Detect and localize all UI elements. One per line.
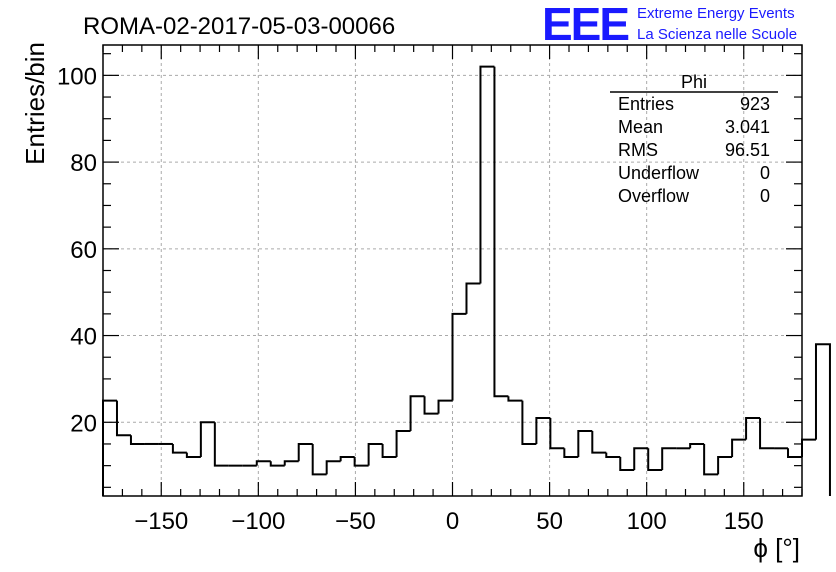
x-axis-title: ϕ [°]: [753, 533, 800, 563]
stats-row-value: 0: [760, 163, 770, 183]
histogram-bin: [801, 438, 816, 457]
histogram-bin: [213, 422, 229, 467]
histogram-bin: [787, 448, 802, 458]
histogram-bin: [619, 456, 635, 471]
histogram-bin: [647, 448, 663, 471]
histogram-bin: [633, 447, 649, 470]
eee-logo-text: EEE: [542, 0, 628, 50]
histogram-bin: [283, 460, 299, 466]
stats-row-label: Overflow: [618, 186, 690, 206]
y-tick-label: 40: [70, 324, 97, 351]
histogram-bin: [381, 443, 397, 458]
stats-row-label: Underflow: [618, 163, 700, 183]
histogram-bin: [367, 442, 383, 466]
histogram-bin: [297, 442, 313, 462]
histogram-bin: [171, 443, 187, 454]
histogram-bin: [423, 396, 439, 415]
axis-ticks: [102, 45, 803, 496]
histogram-bin: [814, 343, 831, 496]
stats-row-label: RMS: [618, 140, 658, 160]
stats-row-value: 3.041: [725, 117, 770, 137]
y-tick-label: 20: [70, 410, 97, 437]
stats-box: Phi Entries 923 Mean 3.041 RMS 96.51 Underflow…: [610, 72, 778, 206]
histogram-bin: [577, 429, 593, 457]
x-tick-label: 50: [536, 508, 563, 535]
x-tick-label: 0: [446, 508, 459, 535]
tick-labels: −150 −100 −50 0 50 100 150 20 40 60 80 100: [57, 63, 764, 535]
y-tick-label: 100: [57, 63, 97, 90]
histogram-bin: [507, 396, 523, 402]
stats-row-value: 96.51: [725, 140, 770, 160]
histogram-bin: [353, 456, 369, 467]
stats-rows: Entries 923 Mean 3.041 RMS 96.51 Underflow 0 Ove…: [618, 94, 770, 206]
stats-row-value: 0: [760, 186, 770, 206]
stats-row-value: 923: [740, 94, 770, 114]
histogram-bin: [129, 435, 145, 445]
histogram-bin: [269, 461, 285, 467]
stats-box-title: Phi: [681, 72, 707, 92]
grid-lines: [103, 45, 802, 496]
eee-logo-line1: Extreme Energy Events: [637, 5, 795, 22]
histogram-bin: [759, 417, 775, 450]
histogram-series: [102, 65, 831, 496]
y-tick-label: 80: [70, 150, 97, 177]
histogram-bin: [549, 417, 565, 450]
run-title: ROMA-02-2017-05-03-00066: [83, 13, 395, 40]
histogram-bin: [591, 430, 607, 454]
eee-logo: EEE Extreme Energy Events La Scienza nel…: [542, 0, 797, 50]
x-tick-label: −150: [134, 508, 188, 535]
stats-row-label: Entries: [618, 94, 674, 114]
y-axis-title: Entries/bin: [20, 42, 50, 165]
y-tick-label: 60: [70, 237, 97, 264]
eee-logo-line2: La Scienza nelle Scuole: [637, 26, 797, 43]
histogram-bin: [451, 312, 467, 401]
histogram-bin: [409, 395, 425, 431]
histogram-bin: [493, 66, 509, 398]
histogram-bin: [563, 448, 579, 458]
x-tick-label: −100: [231, 508, 285, 535]
histogram-bin: [731, 438, 747, 457]
histogram-bin: [661, 447, 677, 470]
histogram-bin: [185, 452, 201, 458]
stats-row-label: Mean: [618, 117, 663, 137]
histogram-bin: [717, 455, 733, 475]
histogram-bin: [311, 443, 327, 476]
x-tick-label: 150: [724, 508, 764, 535]
histogram-bin: [689, 442, 705, 449]
histogram-bin: [325, 460, 341, 475]
histogram-bin: [339, 455, 355, 462]
histogram-bin: [605, 452, 621, 458]
histogram-bin: [115, 400, 131, 437]
histogram-bin: [465, 282, 481, 314]
x-tick-label: −50: [335, 508, 376, 535]
histogram-bin: [255, 460, 271, 466]
histogram-bin: [521, 400, 537, 445]
histogram-bin: [437, 399, 453, 414]
x-tick-label: 100: [627, 508, 667, 535]
histogram-bin: [535, 416, 551, 444]
histogram-bin: [102, 399, 117, 496]
histogram-bin: [703, 443, 719, 476]
histogram-bin: [479, 65, 495, 284]
histogram-bin: [745, 416, 761, 440]
histogram-bin: [199, 421, 215, 457]
histogram-bin: [395, 429, 411, 457]
